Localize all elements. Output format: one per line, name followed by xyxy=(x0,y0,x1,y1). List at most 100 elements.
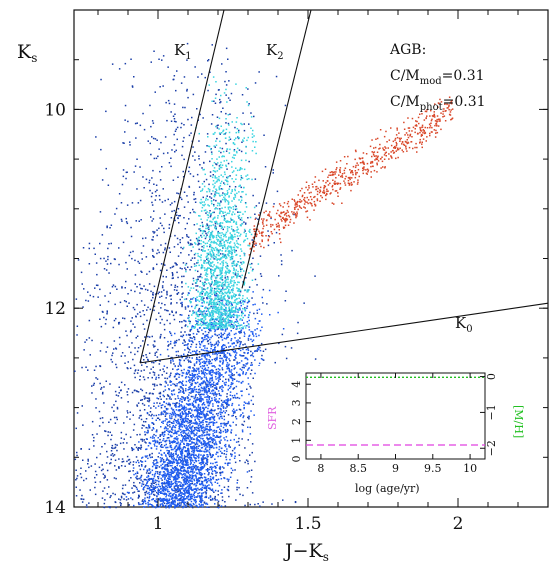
rgb-star-point xyxy=(182,423,184,425)
rgb-star-point xyxy=(139,477,142,479)
rgb-star-point xyxy=(239,332,241,334)
rgb-star-point xyxy=(228,334,231,336)
rgb-star-point xyxy=(151,417,154,420)
rgb-star-point xyxy=(192,415,194,417)
field-star-point xyxy=(86,506,88,508)
field-star-point xyxy=(227,58,229,60)
field-star-point xyxy=(126,394,129,396)
field-star-point xyxy=(239,409,242,411)
rgb-star-point xyxy=(174,500,176,502)
field-star-point xyxy=(158,58,160,60)
rgb-star-point xyxy=(201,435,203,437)
field-star-point xyxy=(141,389,144,392)
rgb-star-point xyxy=(196,482,198,484)
field-star-point xyxy=(111,447,113,449)
rgb-star-point xyxy=(252,291,254,293)
field-star-point xyxy=(214,193,216,195)
field-star-point xyxy=(149,104,151,107)
rgb-star-point xyxy=(204,345,206,347)
field-star-point xyxy=(249,373,252,375)
rgb-star-point xyxy=(217,426,219,428)
field-star-point xyxy=(183,457,186,460)
rgb-star-point xyxy=(171,472,174,474)
field-star-point xyxy=(184,331,186,333)
rgb-star-point xyxy=(208,354,211,357)
rgb-star-point xyxy=(223,400,225,402)
field-star-point xyxy=(219,442,221,444)
rgb-star-point xyxy=(218,484,221,487)
field-star-point xyxy=(208,441,210,443)
rgb-star-point xyxy=(205,434,207,436)
field-star-point xyxy=(115,506,117,509)
rgb-star-point xyxy=(208,423,210,425)
rgb-star-point xyxy=(172,501,174,504)
field-star-point xyxy=(89,294,91,297)
field-star-point xyxy=(181,321,183,323)
field-star-point xyxy=(131,449,134,452)
field-star-point xyxy=(115,207,118,210)
field-star-point xyxy=(219,467,222,469)
rgb-star-point xyxy=(147,501,149,504)
field-star-point xyxy=(109,292,111,294)
field-star-point xyxy=(234,469,236,471)
rgb-star-point xyxy=(238,397,241,400)
rgb-star-point xyxy=(225,402,227,405)
field-star-point xyxy=(216,274,218,277)
rgb-star-point xyxy=(208,443,211,446)
field-star-point xyxy=(137,459,139,462)
field-star-point xyxy=(93,436,95,439)
field-star-point xyxy=(96,456,98,459)
field-star-point xyxy=(139,379,141,381)
field-star-point xyxy=(150,125,152,128)
rgb-star-point xyxy=(168,477,170,479)
rgb-star-point xyxy=(214,470,217,473)
field-star-point xyxy=(169,322,171,325)
field-star-point xyxy=(185,262,188,265)
rgb-star-point xyxy=(177,368,180,370)
rgb-star-point xyxy=(183,408,185,410)
rgb-star-point xyxy=(191,372,194,375)
field-star-point xyxy=(236,361,238,363)
field-star-point xyxy=(116,406,119,409)
field-star-point xyxy=(128,470,130,473)
rgb-star-point xyxy=(226,334,229,336)
field-star-point xyxy=(134,122,137,125)
field-star-point xyxy=(224,80,226,83)
rgb-star-point xyxy=(210,386,212,388)
rgb-star-point xyxy=(158,452,160,454)
rgb-star-point xyxy=(149,456,152,459)
field-star-point xyxy=(203,501,206,503)
rgb-star-point xyxy=(238,380,240,383)
rgb-star-point xyxy=(183,442,185,445)
rgb-star-point xyxy=(188,370,191,373)
rgb-star-point xyxy=(203,360,205,363)
field-star-point xyxy=(291,249,293,252)
rgb-star-point xyxy=(213,344,215,346)
field-star-point xyxy=(198,351,201,353)
rgb-star-point xyxy=(177,495,179,497)
field-star-point xyxy=(152,239,154,241)
field-star-point xyxy=(141,364,143,366)
rgb-star-point xyxy=(182,466,184,468)
field-star-point xyxy=(156,402,158,404)
field-star-point xyxy=(187,241,189,243)
field-star-point xyxy=(157,456,159,458)
field-star-point xyxy=(196,108,198,110)
field-star-point xyxy=(129,470,131,472)
field-star-point xyxy=(183,275,185,278)
rgb-star-point xyxy=(155,431,158,433)
field-star-point xyxy=(159,471,161,474)
rgb-star-point xyxy=(215,398,217,400)
field-star-point xyxy=(194,159,196,161)
field-star-point xyxy=(174,151,176,153)
rgb-star-point xyxy=(191,305,193,308)
rgb-star-point xyxy=(197,404,200,407)
rgb-star-point xyxy=(211,374,213,376)
field-star-point xyxy=(215,163,217,165)
rgb-star-point xyxy=(181,391,184,393)
rgb-star-point xyxy=(209,314,211,316)
field-star-point xyxy=(181,275,183,278)
rgb-star-point xyxy=(232,388,234,390)
rgb-star-point xyxy=(166,423,168,426)
field-star-point xyxy=(179,214,181,217)
